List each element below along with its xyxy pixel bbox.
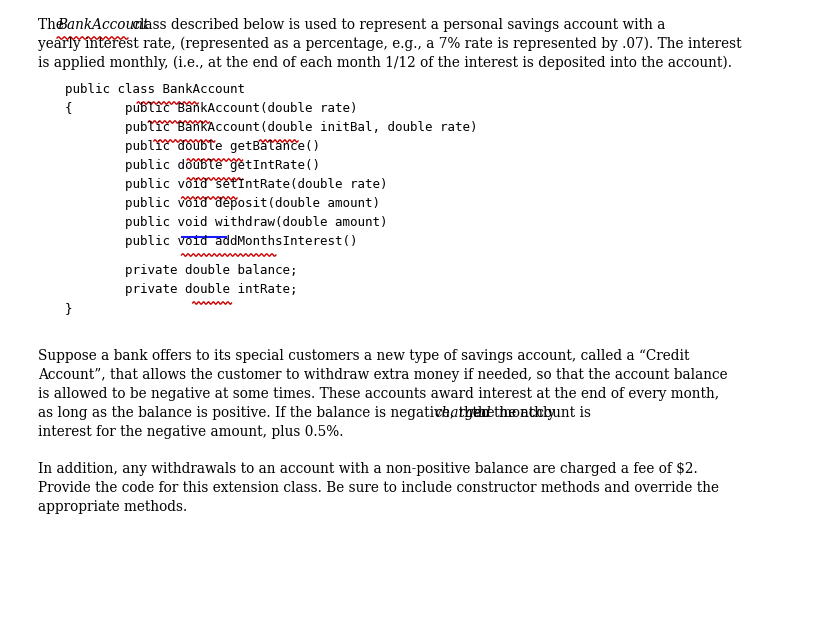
Text: appropriate methods.: appropriate methods. [38,500,188,514]
Text: private double intRate;: private double intRate; [65,283,298,296]
Text: In addition, any withdrawals to an account with a non-positive balance are charg: In addition, any withdrawals to an accou… [38,462,698,476]
Text: Suppose a bank offers to its special customers a new type of savings account, ca: Suppose a bank offers to its special cus… [38,349,690,363]
Text: the monthly: the monthly [468,406,555,420]
Text: {       public BankAccount(double rate): { public BankAccount(double rate) [65,102,358,115]
Text: The: The [38,18,68,32]
Text: public void addMonthsInterest(): public void addMonthsInterest() [65,235,358,248]
Text: charged: charged [435,406,491,420]
Text: public class BankAccount: public class BankAccount [65,83,245,96]
Text: public double getIntRate(): public double getIntRate() [65,159,320,172]
Text: public BankAccount(double initBal, double rate): public BankAccount(double initBal, doubl… [65,121,478,134]
Text: public void deposit(double amount): public void deposit(double amount) [65,197,380,210]
Text: is allowed to be negative at some times. These accounts award interest at the en: is allowed to be negative at some times.… [38,387,719,401]
Text: yearly interest rate, (represented as a percentage, e.g., a 7% rate is represent: yearly interest rate, (represented as a … [38,37,741,51]
Text: }: } [65,302,73,315]
Text: interest for the negative amount, plus 0.5%.: interest for the negative amount, plus 0… [38,425,344,439]
Text: public void withdraw(double amount): public void withdraw(double amount) [65,216,388,229]
Text: Provide the code for this extension class. Be sure to include constructor method: Provide the code for this extension clas… [38,481,719,495]
Text: public double getBalance(): public double getBalance() [65,140,320,153]
Text: private double balance;: private double balance; [65,264,298,277]
Text: BankAccount: BankAccount [57,18,148,32]
Text: as long as the balance is positive. If the balance is negative, then the account: as long as the balance is positive. If t… [38,406,595,420]
Text: Account”, that allows the customer to withdraw extra money if needed, so that th: Account”, that allows the customer to wi… [38,368,727,382]
Text: class described below is used to represent a personal savings account with a: class described below is used to represe… [128,18,666,32]
Text: is applied monthly, (i.e., at the end of each month 1/12 of the interest is depo: is applied monthly, (i.e., at the end of… [38,56,732,70]
Text: public void setIntRate(double rate): public void setIntRate(double rate) [65,178,388,191]
